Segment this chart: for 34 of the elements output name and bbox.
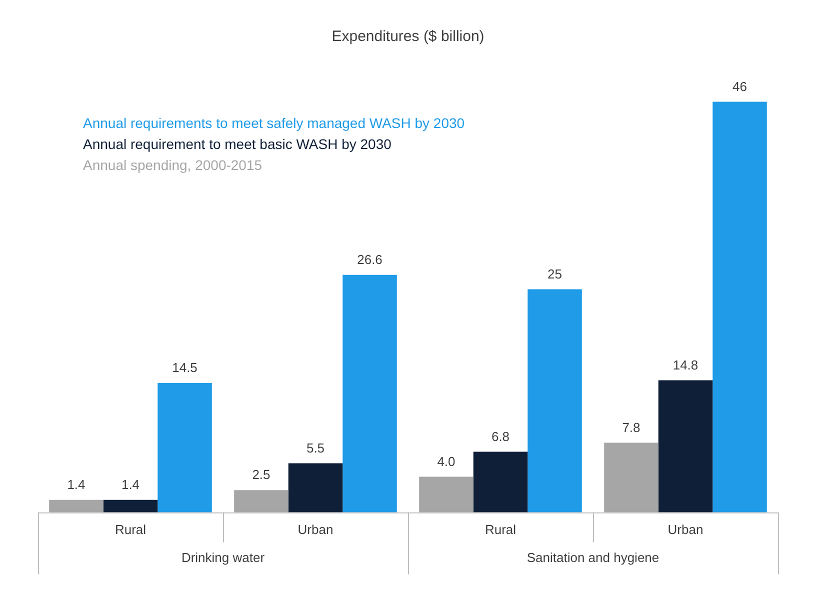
bar bbox=[473, 452, 528, 512]
bar bbox=[49, 500, 104, 512]
bar bbox=[103, 500, 158, 512]
text: Annual requirements to meet safely managed WASH by 2030 bbox=[83, 114, 465, 133]
data-label: 25 bbox=[548, 266, 562, 282]
bar bbox=[419, 476, 474, 512]
text: Annual spending, 2000-2015 bbox=[83, 156, 264, 175]
x-tick-label: Rural bbox=[484, 522, 516, 537]
data-label: 2.5 bbox=[252, 467, 270, 482]
bar bbox=[604, 442, 658, 512]
data-label: 7.8 bbox=[622, 420, 640, 435]
data-label: 1.4 bbox=[121, 476, 140, 492]
x-tick-label: Rural bbox=[114, 522, 146, 537]
bar bbox=[158, 382, 212, 512]
bar bbox=[528, 289, 582, 512]
data-label: 46 bbox=[732, 78, 747, 94]
data-label: 4.0 bbox=[437, 454, 456, 469]
bar bbox=[234, 490, 288, 512]
text: Annual requirement to meet basic WASH by 2030 bbox=[83, 135, 392, 154]
data-label: 26.6 bbox=[357, 252, 382, 267]
text: Sanitation and hygiene bbox=[526, 550, 660, 565]
data-label: 14.8 bbox=[672, 357, 698, 372]
data-label: 1.4 bbox=[67, 476, 86, 492]
data-label: 14.5 bbox=[172, 360, 198, 376]
chart-title: Expenditures ($ billion) bbox=[332, 28, 484, 46]
data-label: 5.5 bbox=[306, 440, 325, 456]
bar bbox=[288, 463, 343, 512]
x-tick-label: Urban bbox=[298, 522, 334, 537]
x-tick-label: Urban bbox=[668, 522, 704, 537]
text: Drinking water bbox=[181, 550, 266, 565]
bar bbox=[658, 380, 713, 512]
bar bbox=[342, 274, 397, 512]
bar bbox=[712, 102, 767, 512]
data-label: 6.8 bbox=[491, 428, 510, 444]
